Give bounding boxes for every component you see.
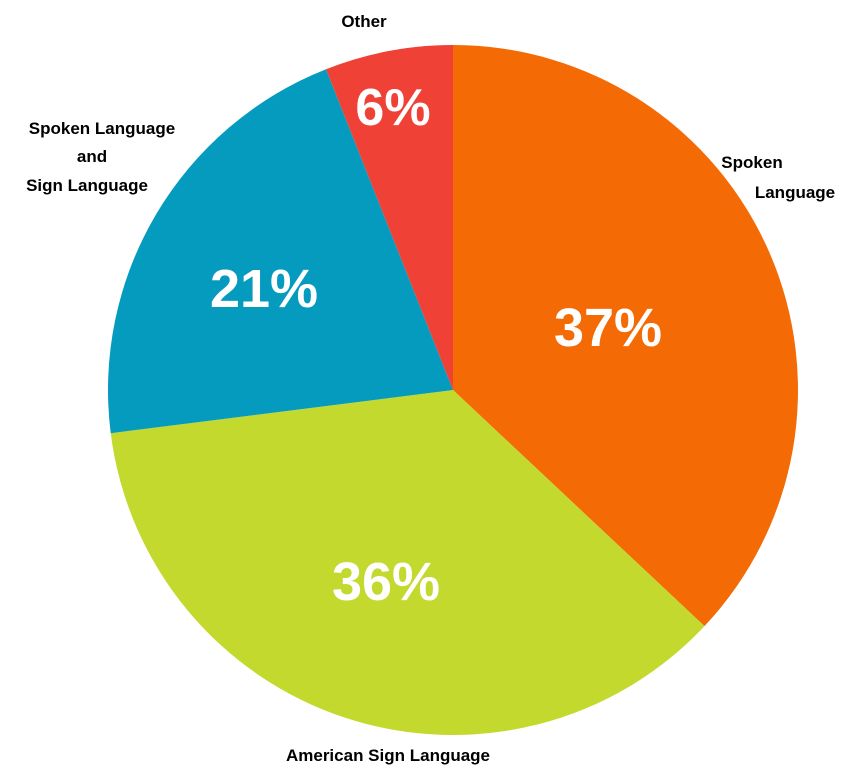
- category-label-both-line1: Spoken Language: [29, 119, 175, 138]
- data-label-other: 6%: [355, 79, 430, 137]
- category-label-other: Other: [341, 12, 387, 31]
- data-label-asl: 36%: [332, 552, 440, 612]
- data-label-both: 21%: [210, 259, 318, 319]
- pie-percent-labels: 37% 36% 21% 6%: [210, 79, 662, 612]
- pie-slice-other: [326, 45, 453, 390]
- pie-slice-spoken: [453, 45, 798, 627]
- category-label-both-line3: Sign Language: [26, 176, 148, 195]
- pie-category-labels: Other Spoken Language Spoken Language an…: [26, 12, 835, 765]
- category-label-both-line2: and: [77, 147, 107, 166]
- category-label-spoken-line2: Language: [755, 183, 835, 202]
- data-label-spoken: 37%: [554, 298, 662, 358]
- category-label-asl: American Sign Language: [286, 746, 490, 765]
- category-label-spoken-line1: Spoken: [721, 153, 782, 172]
- pie-slices: [108, 45, 798, 735]
- pie-slice-asl: [110, 390, 705, 735]
- pie-slice-both: [108, 69, 453, 434]
